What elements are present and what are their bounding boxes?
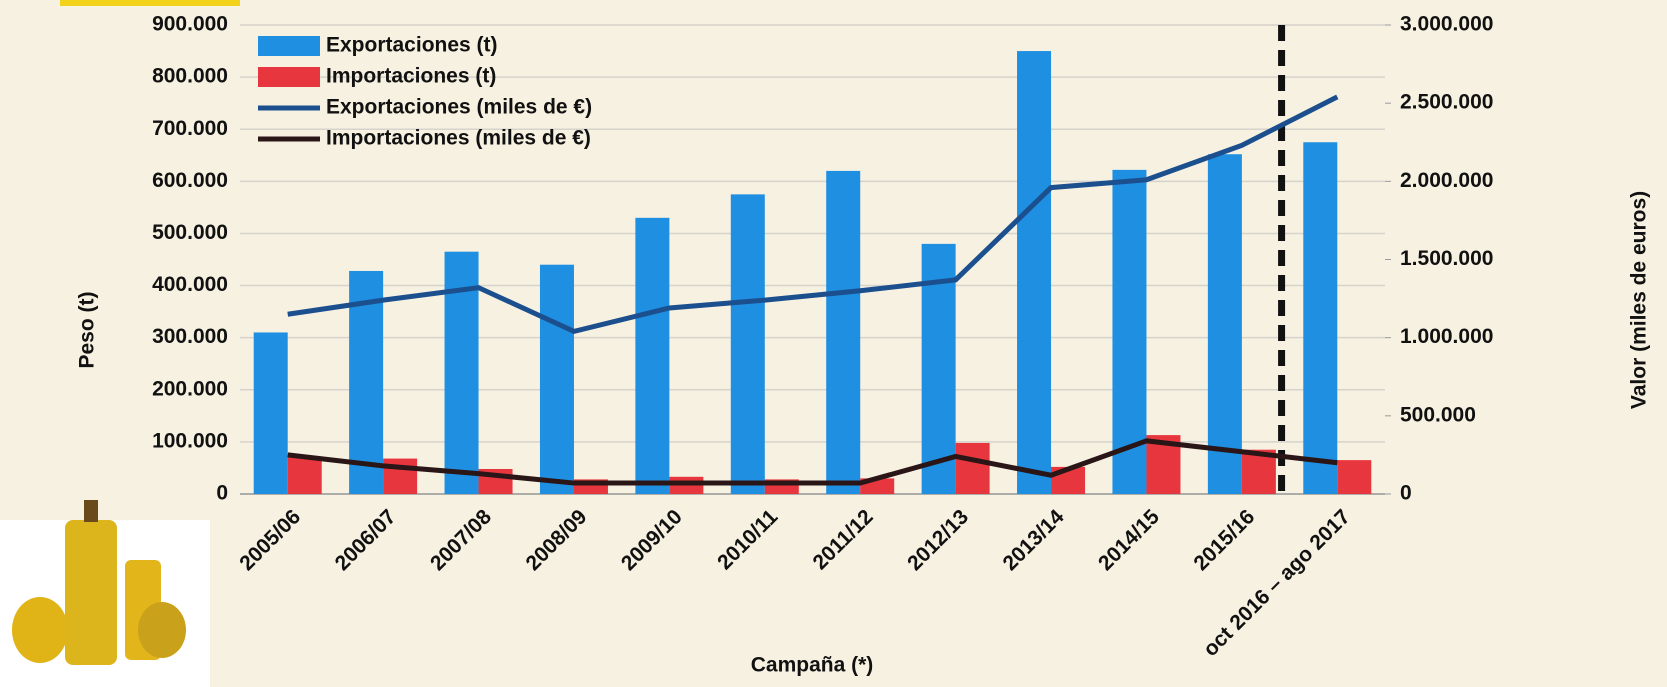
y2-tick-label: 3.000.000 [1400,13,1493,36]
top-strip [60,0,240,6]
legend-label: Importaciones (t) [326,65,496,88]
y2-tick-label: 500.000 [1400,403,1476,426]
bar [287,457,322,494]
legend-swatch [258,36,320,56]
bar [349,270,384,494]
y-tick-label: 200.000 [152,377,228,400]
y-axis-title: Peso (t) [76,291,99,368]
bar [826,170,861,494]
y-tick-label: 300.000 [152,325,228,348]
bar [1207,154,1242,495]
bar [635,217,670,495]
legend-label: Exportaciones (t) [326,34,498,57]
y-tick-label: 500.000 [152,221,228,244]
bottle [138,602,186,658]
legend-swatch [258,67,320,87]
legend-label: Exportaciones (miles de €) [326,96,592,119]
y2-tick-label: 1.000.000 [1400,325,1493,348]
y2-tick-label: 2.500.000 [1400,91,1493,114]
y-tick-label: 100.000 [152,429,228,452]
bar [955,442,990,494]
bottle [65,520,117,665]
legend-label: Importaciones (miles de €) [326,127,591,150]
x-axis-title: Campaña (*) [751,654,874,677]
bar [1112,169,1147,494]
y-tick-label: 900.000 [152,13,228,36]
bar [253,332,288,494]
line [287,438,1338,486]
y2-tick-label: 1.500.000 [1400,247,1493,270]
bottle [12,597,68,663]
bar [1017,51,1052,495]
y-tick-label: 700.000 [152,117,228,140]
y-tick-label: 600.000 [152,169,228,192]
y-tick-label: 400.000 [152,273,228,296]
line [287,94,1339,335]
y2-tick-label: 0 [1400,482,1412,505]
bar [1303,142,1338,494]
y-tick-label: 0 [216,482,228,505]
bottle-cap [84,500,98,522]
bar [1337,460,1372,494]
oil-bottles [0,500,210,687]
y2-tick-label: 2.000.000 [1400,169,1493,192]
bar [730,194,765,494]
y2-axis-title: Valor (miles de euros) [1628,191,1651,409]
y-tick-label: 800.000 [152,65,228,88]
bar [539,264,574,494]
